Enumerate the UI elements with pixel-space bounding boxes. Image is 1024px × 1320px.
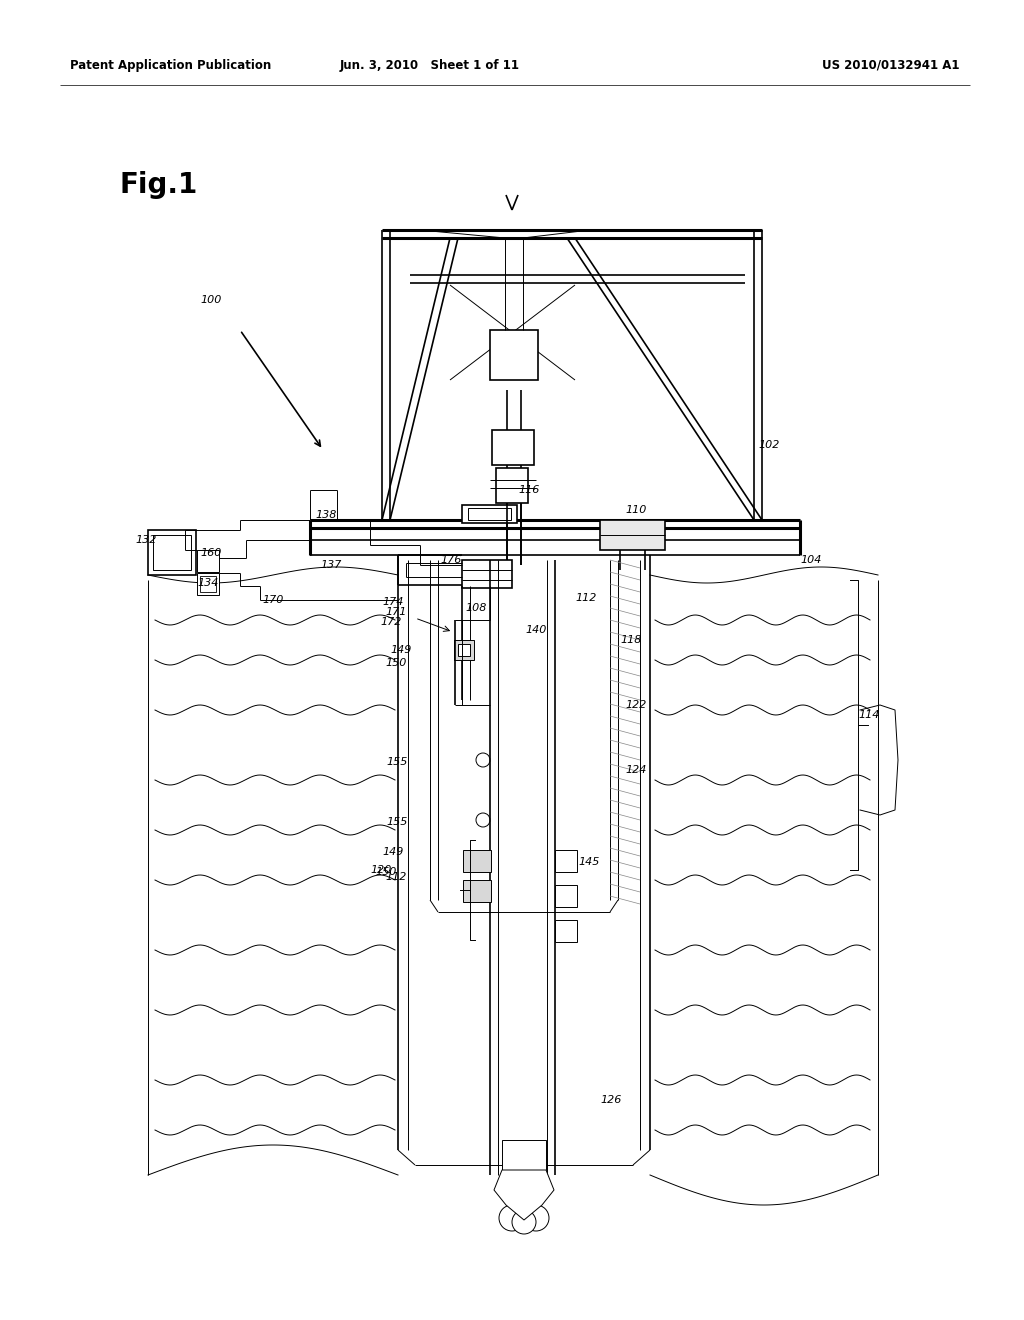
Bar [462, 560, 512, 587]
Text: 110: 110 [625, 506, 646, 515]
Bar [454, 640, 474, 660]
Text: 100: 100 [200, 294, 221, 305]
Text: 149: 149 [382, 847, 403, 857]
Bar [462, 506, 517, 523]
Circle shape [512, 1210, 536, 1234]
Text: 140: 140 [525, 624, 547, 635]
Text: 102: 102 [758, 440, 779, 450]
Text: 138: 138 [315, 510, 336, 520]
Text: 104: 104 [800, 554, 821, 565]
Text: 116: 116 [518, 484, 540, 495]
Text: 134: 134 [197, 578, 218, 587]
Circle shape [476, 752, 490, 767]
Text: Fig.1: Fig.1 [120, 172, 199, 199]
Bar [463, 880, 490, 902]
Text: 112: 112 [575, 593, 596, 603]
Circle shape [523, 1205, 549, 1232]
Bar [197, 573, 219, 595]
Circle shape [502, 343, 526, 367]
Text: 108: 108 [465, 603, 486, 612]
Text: Patent Application Publication: Patent Application Publication [70, 58, 271, 71]
Bar [490, 330, 538, 380]
Text: 149: 149 [390, 645, 412, 655]
Bar [468, 508, 511, 520]
Text: 122: 122 [625, 700, 646, 710]
Bar [148, 531, 196, 576]
Text: 112: 112 [385, 873, 407, 882]
Circle shape [499, 1205, 525, 1232]
Text: 150: 150 [385, 657, 407, 668]
Bar [200, 576, 216, 591]
Text: 137: 137 [319, 560, 341, 570]
Text: 145: 145 [578, 857, 599, 867]
Bar [492, 430, 534, 465]
Bar [496, 469, 528, 503]
Text: 124: 124 [625, 766, 646, 775]
Text: Jun. 3, 2010   Sheet 1 of 11: Jun. 3, 2010 Sheet 1 of 11 [340, 58, 520, 71]
Bar [600, 520, 665, 550]
Text: 126: 126 [600, 1096, 622, 1105]
Text: 120: 120 [370, 865, 391, 875]
Text: 172: 172 [380, 616, 401, 627]
Text: 174: 174 [382, 597, 403, 607]
Text: 150: 150 [375, 867, 396, 876]
Text: 155: 155 [386, 817, 408, 828]
Bar [555, 850, 577, 873]
Text: 118: 118 [620, 635, 641, 645]
Text: 132: 132 [135, 535, 157, 545]
Text: US 2010/0132941 A1: US 2010/0132941 A1 [822, 58, 961, 71]
Bar [463, 850, 490, 873]
Bar [458, 644, 470, 656]
Text: 176: 176 [440, 554, 462, 565]
Bar [502, 1140, 546, 1170]
Circle shape [508, 367, 520, 379]
Text: 160: 160 [200, 548, 221, 558]
Text: 114: 114 [858, 710, 880, 719]
Text: 171: 171 [385, 607, 407, 616]
Bar [555, 884, 577, 907]
Bar [197, 550, 219, 572]
Bar [153, 535, 191, 570]
Text: 155: 155 [386, 756, 408, 767]
Polygon shape [494, 1170, 554, 1220]
Text: 170: 170 [262, 595, 284, 605]
Circle shape [476, 813, 490, 828]
Bar [555, 920, 577, 942]
